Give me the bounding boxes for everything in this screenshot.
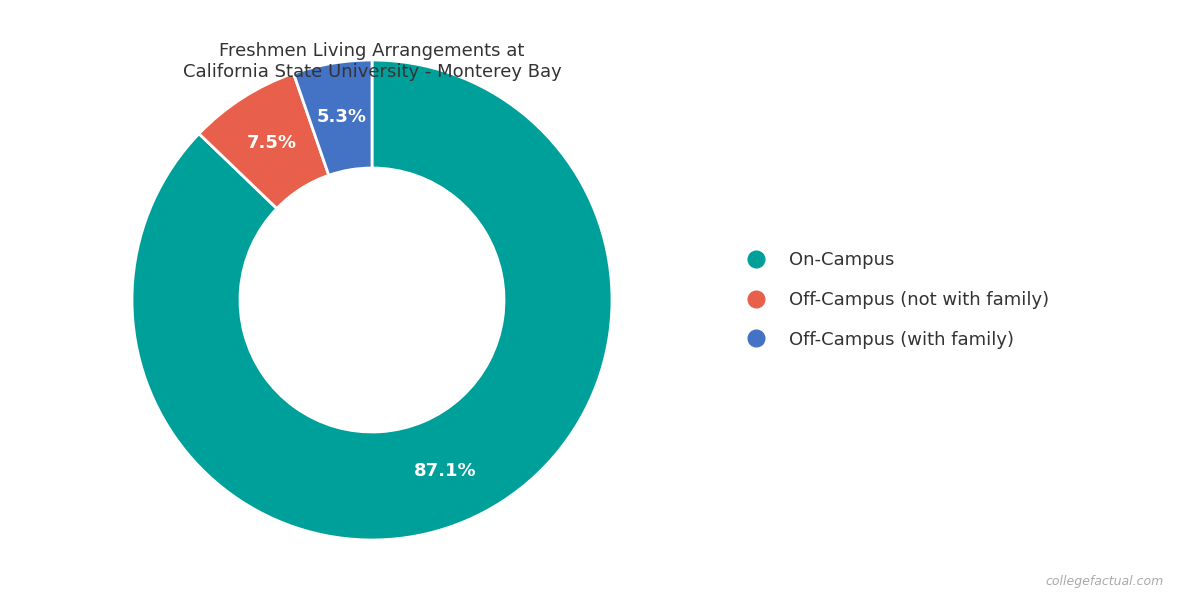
Wedge shape [199, 73, 329, 209]
Text: collegefactual.com: collegefactual.com [1045, 575, 1164, 588]
Text: 5.3%: 5.3% [316, 107, 366, 125]
Text: 87.1%: 87.1% [414, 462, 476, 480]
Wedge shape [294, 60, 372, 175]
Text: Freshmen Living Arrangements at
California State University - Monterey Bay: Freshmen Living Arrangements at Californ… [182, 42, 562, 81]
Text: 7.5%: 7.5% [247, 134, 296, 152]
Wedge shape [132, 60, 612, 540]
Legend: On-Campus, Off-Campus (not with family), Off-Campus (with family): On-Campus, Off-Campus (not with family),… [730, 242, 1057, 358]
